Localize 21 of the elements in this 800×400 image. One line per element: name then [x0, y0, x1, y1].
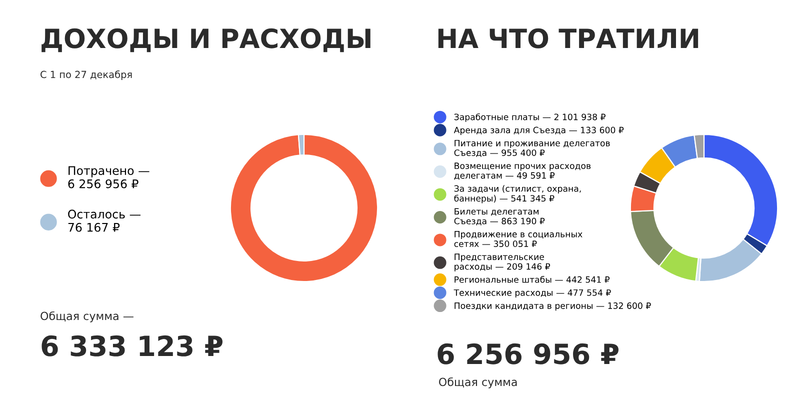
- legend-label: Возмещение прочих расходов делегатам — 49 591 ₽: [454, 162, 591, 180]
- chart-title: НА ЧТО ТРАТИЛИ: [438, 28, 698, 48]
- legend-label: Представительские расходы — 209 146 ₽: [454, 254, 550, 272]
- legend-label: Билеты делегатам Съезда — 863 190 ₽: [454, 208, 545, 226]
- legend-label: Поездки кандидата в регионы — 132 600 ₽: [454, 302, 651, 311]
- text: Общая сумма —: [40, 311, 134, 322]
- donut-slice: [230, 134, 378, 282]
- legend-label: За задачи (стилист, охрана, баннеры) — 541 345 ₽: [454, 185, 581, 204]
- legend-label: Питание и проживание делегатов Съезда — 955 400 ₽: [454, 140, 610, 158]
- legend-label: Потрачено — 6 256 956 ₽: [68, 166, 150, 188]
- legend-label: Технические расходы — 477 554 ₽: [454, 289, 611, 298]
- chart-title: ДОХОДЫ И РАСХОДЫ: [42, 28, 370, 52]
- text: 6 256 956 ₽: [438, 343, 618, 364]
- legend-label: Заработные платы — 2 101 938 ₽: [454, 113, 606, 122]
- legend-label: Продвижение в социальных сетях — 350 051 ₽: [454, 230, 582, 248]
- legend-label: Аренда зала для Съезда — 133 600 ₽: [454, 126, 624, 135]
- chart-subtitle: С 1 по 27 декабря: [40, 70, 132, 80]
- legend-label: Осталось — 76 167 ₽: [68, 210, 141, 232]
- text: Общая сумма: [439, 377, 517, 388]
- legend-label: Региональные штабы — 442 541 ₽: [454, 276, 610, 283]
- text: 6 333 123 ₽: [42, 335, 222, 356]
